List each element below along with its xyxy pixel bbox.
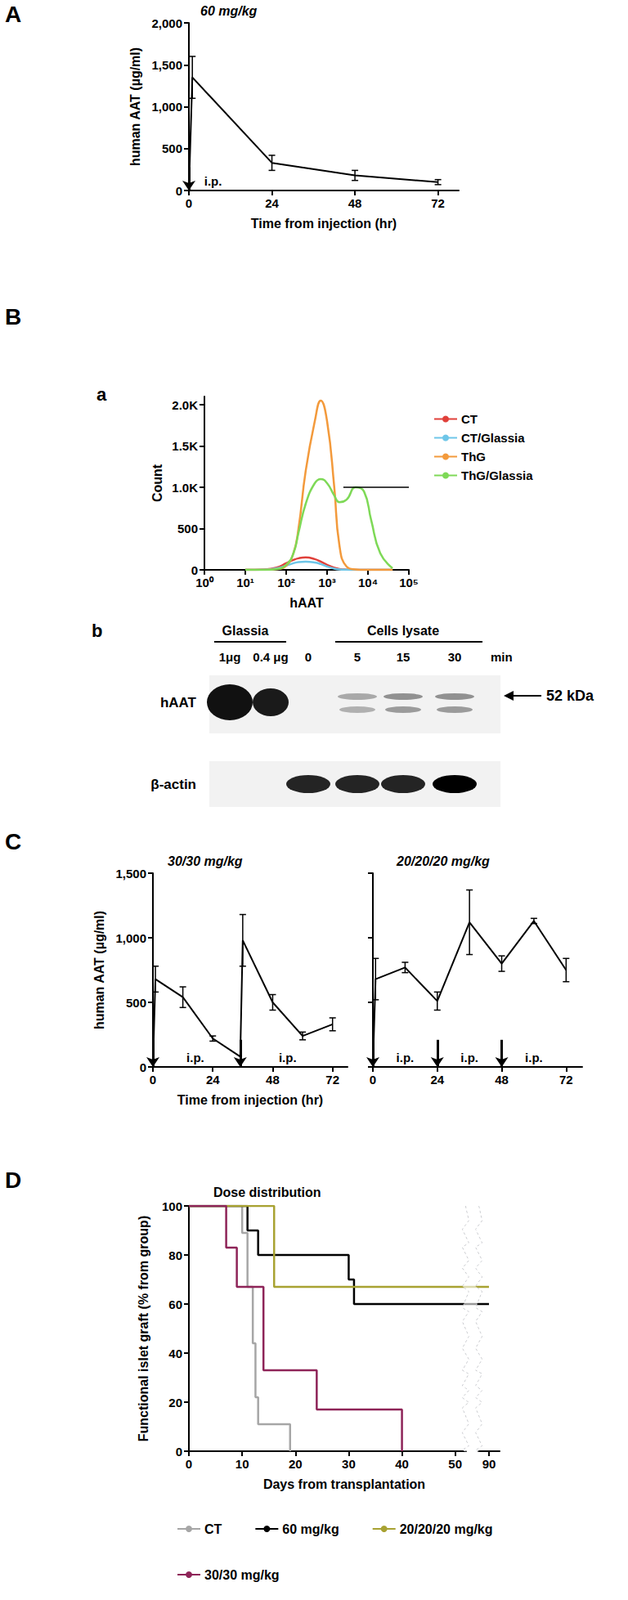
svg-text:72: 72 [430, 196, 445, 211]
svg-text:30: 30 [448, 650, 463, 664]
svg-text:20: 20 [168, 1395, 183, 1410]
svg-text:ThG: ThG [461, 449, 486, 464]
svg-text:human AAT (µg/ml): human AAT (µg/ml) [128, 47, 143, 166]
svg-text:10¹: 10¹ [236, 575, 255, 590]
svg-text:Days from transplantation: Days from transplantation [263, 1477, 426, 1492]
svg-text:Glassia: Glassia [222, 623, 270, 638]
svg-text:i.p.: i.p. [204, 174, 223, 189]
svg-text:i.p.: i.p. [460, 1050, 479, 1065]
html-text:a: a [96, 384, 107, 405]
svg-text:10⁰: 10⁰ [195, 575, 215, 590]
svg-text:i.p.: i.p. [278, 1050, 297, 1065]
svg-text:24: 24 [206, 1072, 220, 1087]
svg-text:24: 24 [430, 1072, 445, 1087]
svg-text:1.5K: 1.5K [171, 439, 198, 454]
svg-text:30: 30 [341, 1457, 356, 1472]
svg-text:20/20/20 mg/kg: 20/20/20 mg/kg [395, 854, 490, 869]
html-text:A: A [4, 1, 22, 27]
svg-text:0: 0 [185, 196, 193, 211]
svg-text:Time from injection (hr): Time from injection (hr) [251, 216, 397, 231]
svg-text:1.0K: 1.0K [171, 480, 198, 495]
svg-text:human AAT (µg/ml): human AAT (µg/ml) [92, 910, 107, 1030]
svg-text:Time from injection (hr): Time from injection (hr) [177, 1093, 323, 1108]
svg-text:0: 0 [191, 563, 198, 578]
svg-text:500: 500 [125, 995, 147, 1010]
svg-text:60: 60 [168, 1297, 183, 1312]
svg-text:30/30 mg/kg: 30/30 mg/kg [204, 1568, 280, 1583]
svg-text:10⁴: 10⁴ [358, 575, 378, 590]
svg-text:24: 24 [264, 196, 279, 211]
svg-text:hAAT: hAAT [160, 695, 198, 711]
svg-text:1,500: 1,500 [115, 866, 147, 881]
svg-text:0: 0 [175, 1444, 183, 1459]
svg-text:30/30 mg/kg: 30/30 mg/kg [167, 854, 243, 869]
svg-text:40: 40 [394, 1457, 409, 1472]
svg-text:10⁵: 10⁵ [399, 575, 419, 590]
svg-text:Count: Count [150, 463, 165, 503]
svg-text:5: 5 [354, 650, 361, 664]
html-text:B: B [4, 304, 22, 330]
svg-text:60 mg/kg: 60 mg/kg [200, 4, 258, 18]
svg-text:500: 500 [161, 141, 183, 156]
svg-text:48: 48 [348, 196, 363, 211]
svg-text:ThG/Glassia: ThG/Glassia [461, 468, 534, 483]
svg-text:90: 90 [482, 1457, 497, 1472]
svg-text:10³: 10³ [318, 575, 337, 590]
html-text:D: D [4, 1167, 22, 1194]
svg-text:0: 0 [185, 1457, 193, 1472]
svg-text:10: 10 [235, 1457, 250, 1472]
svg-text:CT: CT [204, 1522, 223, 1537]
svg-text:15: 15 [396, 650, 411, 664]
html-text:C: C [4, 829, 22, 855]
html-text:b: b [91, 620, 103, 642]
svg-text:min: min [490, 650, 513, 664]
svg-text:20: 20 [288, 1457, 303, 1472]
svg-text:10²: 10² [277, 575, 296, 590]
svg-text:Cells lysate: Cells lysate [367, 623, 440, 638]
svg-text:β-actin: β-actin [150, 776, 197, 793]
svg-text:0: 0 [369, 1072, 377, 1087]
svg-text:1μg: 1μg [219, 650, 242, 664]
svg-text:20/20/20 mg/kg: 20/20/20 mg/kg [399, 1522, 494, 1537]
svg-text:0: 0 [149, 1072, 157, 1087]
svg-text:Dose distribution: Dose distribution [213, 1185, 322, 1200]
svg-text:50: 50 [448, 1457, 463, 1472]
svg-text:0: 0 [305, 650, 312, 664]
svg-text:0: 0 [139, 1060, 147, 1075]
svg-text:0: 0 [175, 183, 183, 198]
svg-text:2.0K: 2.0K [171, 398, 198, 413]
svg-text:48: 48 [265, 1072, 280, 1087]
svg-text:0.4 μg: 0.4 μg [252, 650, 288, 664]
svg-text:40: 40 [168, 1346, 183, 1361]
svg-text:2,000: 2,000 [151, 16, 183, 31]
svg-text:CT: CT [461, 412, 478, 427]
svg-text:72: 72 [559, 1072, 574, 1087]
svg-text:i.p.: i.p. [396, 1050, 415, 1065]
svg-text:52 kDa: 52 kDa [546, 687, 595, 705]
svg-text:CT/Glassia: CT/Glassia [461, 430, 525, 445]
svg-text:i.p.: i.p. [186, 1050, 205, 1065]
svg-text:Functional islet graft (% from: Functional islet graft (% from group) [136, 1215, 151, 1442]
svg-text:48: 48 [494, 1072, 509, 1087]
svg-text:i.p.: i.p. [524, 1050, 543, 1065]
svg-text:500: 500 [177, 521, 198, 536]
svg-text:60 mg/kg: 60 mg/kg [282, 1522, 339, 1537]
svg-text:80: 80 [168, 1248, 183, 1263]
svg-text:hAAT: hAAT [289, 596, 324, 611]
svg-text:1,500: 1,500 [151, 58, 183, 72]
svg-text:1,000: 1,000 [115, 931, 147, 946]
svg-text:100: 100 [161, 1199, 183, 1214]
svg-text:1,000: 1,000 [151, 99, 183, 114]
svg-text:72: 72 [325, 1072, 340, 1087]
